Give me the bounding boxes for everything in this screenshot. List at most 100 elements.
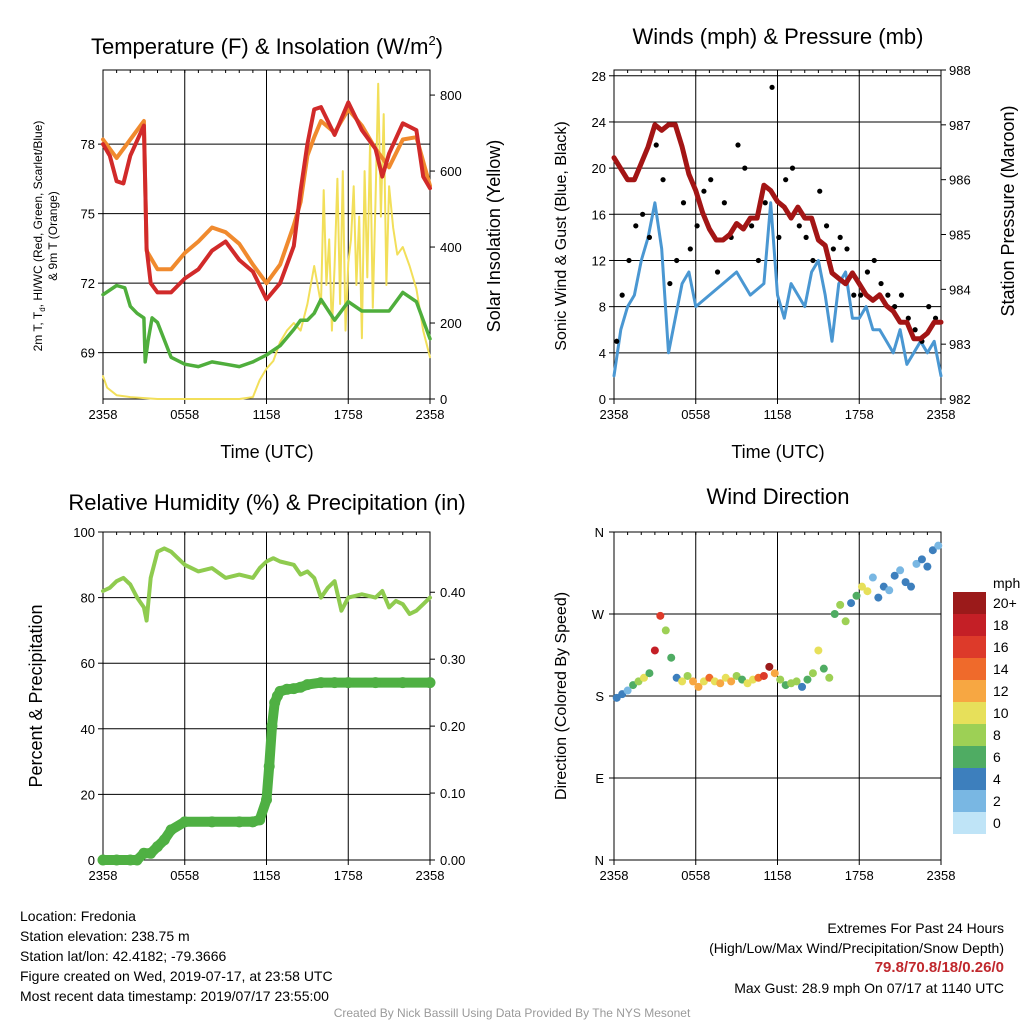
humidity-ytick-label-right: 0.30 (440, 652, 465, 667)
precip-point (97, 854, 109, 866)
winds-ytick-label-right: 984 (949, 282, 971, 297)
gust-point (803, 234, 809, 240)
gust-point (885, 292, 891, 298)
winds-ytick-label: 4 (599, 346, 606, 361)
winds-ytick-label-right: 983 (949, 337, 971, 352)
legend-swatch (953, 702, 986, 724)
direction-point (639, 673, 648, 682)
direction-xtick-label: 1758 (845, 868, 874, 883)
precip-point (370, 677, 381, 689)
temp-ylabel-right: Solar Insolation (Yellow) (484, 140, 504, 332)
legend-label: 0 (993, 815, 1001, 831)
temp-ytick-label-right: 800 (440, 88, 462, 103)
gust-point (926, 304, 932, 310)
precip-point (301, 679, 313, 691)
winds-ytick-label: 24 (592, 115, 606, 130)
direction-point (825, 673, 834, 682)
precip-point (342, 677, 354, 689)
gust-point (762, 200, 768, 206)
precip-point (263, 760, 275, 772)
humidity-ytick-label: 60 (81, 656, 95, 671)
precip-point (158, 834, 170, 846)
winds-xtick-label: 1158 (764, 407, 792, 422)
humidity-ytick-label-right: 0.00 (440, 853, 465, 868)
humidity-xtick-label: 0558 (170, 868, 199, 883)
direction-point (623, 686, 632, 695)
temp-ytick-label: 75 (81, 207, 95, 222)
winds-xtick-label: 2358 (927, 407, 956, 422)
temp-2m-red-line (101, 100, 432, 302)
direction-point (847, 599, 856, 608)
legend-swatch (953, 724, 986, 746)
precip-point (315, 677, 327, 689)
direction-point (667, 653, 676, 662)
precip-point (424, 677, 436, 689)
direction-point (890, 571, 899, 580)
winds-xtick-label: 0558 (681, 407, 710, 422)
precip-point (145, 847, 157, 859)
winds-ytick-label-right: 988 (949, 63, 971, 78)
humidity-ylabel-left: Percent & Precipitation (26, 604, 46, 787)
humidity-ytick-label: 40 (81, 722, 95, 737)
gust-point (633, 223, 639, 229)
gust-point (701, 188, 707, 194)
gust-point (912, 327, 918, 333)
gust-point (796, 223, 802, 229)
max-gust-text: Max Gust: 28.9 mph On 07/17 at 1140 UTC (734, 980, 1004, 996)
winds-xtick-label: 2358 (600, 407, 629, 422)
pressure-maroon-line (611, 122, 944, 342)
gust-point (694, 223, 700, 229)
precip-point (152, 841, 163, 853)
legend-label: 12 (993, 683, 1009, 699)
direction-point (792, 677, 801, 686)
gust-point (674, 257, 680, 264)
legend-label: 20+ (993, 595, 1017, 611)
legend-swatch (953, 592, 986, 614)
winds-panel-title: Winds (mph) & Pressure (mb) (633, 24, 924, 49)
legend-title: mph (993, 575, 1020, 591)
direction-point (830, 610, 839, 618)
gust-point (830, 246, 836, 252)
legend-swatch (953, 636, 986, 658)
gust-point (769, 84, 775, 90)
direction-point (716, 679, 725, 688)
winds-ytick-label: 28 (592, 69, 606, 84)
direction-panel-title: Wind Direction (706, 484, 849, 509)
gust-point (640, 211, 646, 217)
winds-ytick-label: 0 (599, 392, 606, 407)
humidity-ytick-label-right: 0.40 (440, 585, 465, 600)
gust-point (646, 234, 653, 240)
gust-point (932, 315, 939, 321)
direction-point (885, 586, 894, 595)
gust-point (892, 304, 898, 310)
insolation-yellow-line (102, 82, 431, 400)
legend-label: 14 (993, 661, 1009, 677)
legend-label: 18 (993, 617, 1009, 633)
temp-ytick-label: 78 (81, 137, 95, 152)
extremes-values: 79.8/70.8/18/0.26/0 (874, 959, 1004, 976)
gust-point (851, 292, 857, 298)
humidity-xtick-label: 2358 (416, 868, 445, 883)
direction-ytick-label: E (595, 771, 604, 786)
direction-xtick-label: 2358 (600, 868, 629, 883)
legend-swatch (953, 790, 986, 812)
gust-point (653, 142, 659, 148)
gust-point (844, 246, 850, 252)
humidity-ytick-label-right: 0.10 (440, 786, 465, 801)
legend-swatch (953, 768, 986, 790)
gust-point (905, 315, 911, 321)
gust-point (858, 292, 864, 298)
winds-ytick-label-right: 985 (949, 228, 971, 243)
humidity-xtick-label: 2358 (89, 868, 118, 883)
gust-point (810, 257, 816, 264)
winds-ylabel-left: Sonic Wind & Gust (Blue, Black) (553, 121, 570, 350)
temp-ylabel-left: 2m T, Td, HI/WC (Red, Green, Scarlet/Blu… (31, 121, 47, 352)
direction-point (868, 573, 877, 582)
direction-point (645, 669, 654, 678)
gust-point (680, 200, 687, 206)
gust-point (823, 223, 830, 229)
temp-ylabel-left-2: & 9m T (Orange) (46, 191, 60, 281)
direction-point (678, 677, 687, 686)
direction-point (907, 582, 916, 591)
plot-layer: 2358 0558 1158 1758 235869727578020040060080… (73, 63, 1016, 883)
